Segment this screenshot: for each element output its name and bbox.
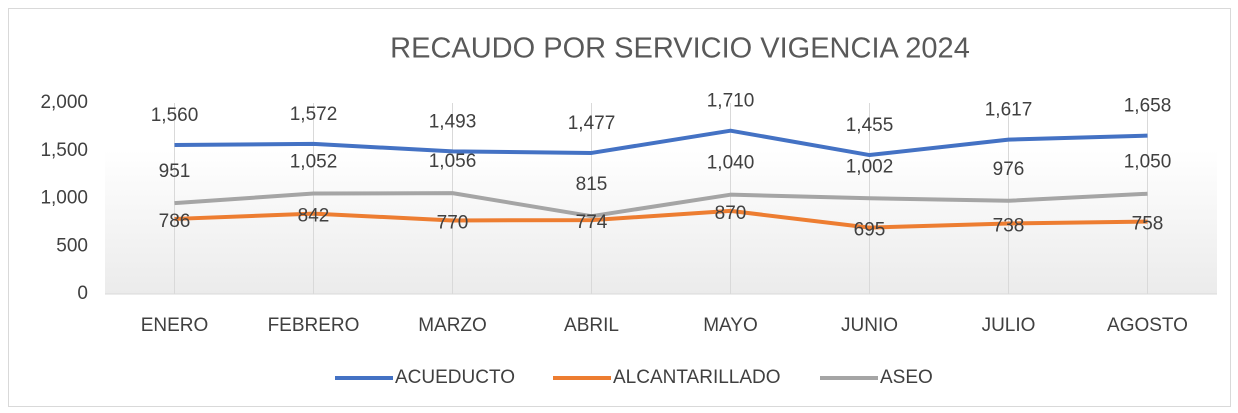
data-label: 951 xyxy=(159,161,191,182)
x-tick-label: JULIO xyxy=(982,315,1036,336)
y-tick-label: 500 xyxy=(56,235,88,256)
data-label: 842 xyxy=(298,206,330,227)
x-tick-label: FEBRERO xyxy=(268,315,360,336)
data-label: 786 xyxy=(159,211,191,232)
series-line xyxy=(174,208,1148,230)
data-label: 774 xyxy=(576,212,608,233)
x-tick-label: MAYO xyxy=(703,315,758,336)
data-label: 695 xyxy=(854,220,886,241)
legend-label: ALCANTARILLADO xyxy=(613,367,781,388)
data-label: 1,040 xyxy=(707,153,755,174)
data-label: 815 xyxy=(576,174,608,195)
data-label: 1,493 xyxy=(429,111,477,132)
data-label: 976 xyxy=(993,159,1025,180)
chart-title: RECAUDO POR SERVICIO VIGENCIA 2024 xyxy=(390,33,970,65)
data-label: 1,560 xyxy=(151,105,199,126)
data-label: 770 xyxy=(437,212,469,233)
x-tick-label: ABRIL xyxy=(564,315,619,336)
data-label: 1,572 xyxy=(290,104,338,125)
data-label: 1,658 xyxy=(1124,96,1172,117)
legend-label: ACUEDUCTO xyxy=(395,367,515,388)
x-tick-label: MARZO xyxy=(418,315,487,336)
data-label: 1,477 xyxy=(568,113,616,134)
data-label: 758 xyxy=(1132,214,1164,235)
data-label: 1,710 xyxy=(707,91,755,112)
data-label: 1,056 xyxy=(429,151,477,172)
y-tick-label: 1,000 xyxy=(40,188,88,209)
data-label: 1,455 xyxy=(846,115,894,136)
data-label: 1,002 xyxy=(846,156,894,177)
x-tick-label: JUNIO xyxy=(841,315,898,336)
series-line xyxy=(174,191,1148,219)
legend-label: ASEO xyxy=(880,367,933,388)
series-line xyxy=(174,128,1148,158)
data-label: 1,617 xyxy=(985,100,1033,121)
data-label: 1,052 xyxy=(290,152,338,173)
x-tick-label: ENERO xyxy=(141,315,209,336)
y-tick-label: 1,500 xyxy=(40,140,88,161)
data-label: 870 xyxy=(715,203,747,224)
data-label: 1,050 xyxy=(1124,152,1172,173)
y-tick-label: 0 xyxy=(77,283,88,304)
data-label: 738 xyxy=(993,216,1025,237)
y-tick-label: 2,000 xyxy=(40,92,88,113)
x-tick-label: AGOSTO xyxy=(1107,315,1188,336)
